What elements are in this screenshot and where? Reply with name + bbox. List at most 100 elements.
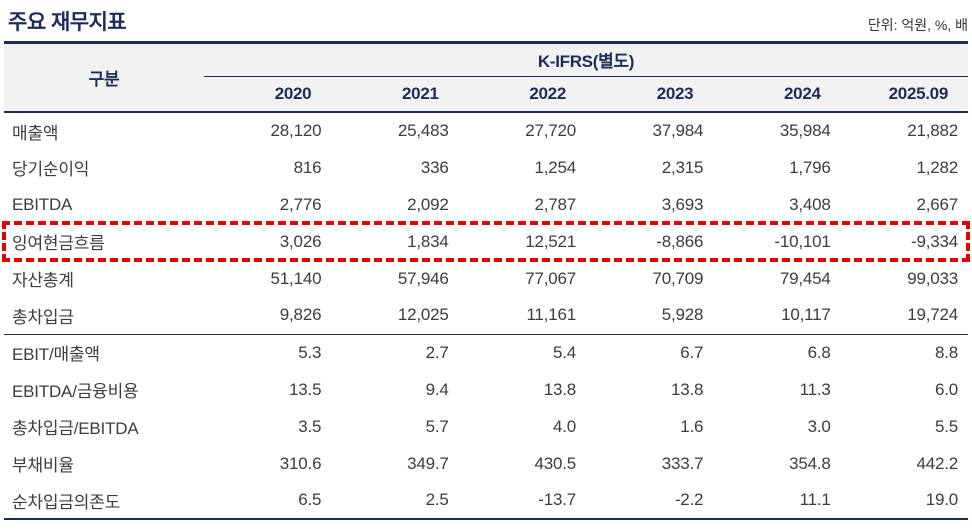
cell-value: 57,946 xyxy=(397,268,449,288)
row-net-borrowing-dependence: 순차입금의존도 6.5 2.5 -13.7 -2.2 11.1 19.0 xyxy=(4,482,968,520)
cell-value: 6.8 xyxy=(807,342,831,362)
cell-value: 11,161 xyxy=(458,297,586,335)
financial-table: 구분 K-IFRS(별도) 2020 2021 2022 2023 2024 2… xyxy=(2,44,970,520)
cell-value: 349.7 xyxy=(407,453,449,473)
cell-value: 5.7 xyxy=(425,416,449,436)
row-borrowings-to-ebitda: 총차입금/EBITDA 3.5 5.7 4.0 1.6 3.0 5.5 xyxy=(4,408,968,445)
cell-value: 442.2 xyxy=(916,453,958,473)
column-header-2021: 2021 xyxy=(331,76,459,113)
cell-value: 1,254 xyxy=(534,157,576,177)
cell-value: 27,720 xyxy=(525,121,576,140)
column-header-2025-09: 2025.09 xyxy=(840,76,968,113)
cell-value: 13.8 xyxy=(671,379,704,399)
cell-value: -13.7 xyxy=(458,482,586,520)
row-label: 총차입금/EBITDA xyxy=(12,419,139,438)
row-label: EBIT/매출액 xyxy=(12,345,100,365)
cell-value: 2,315 xyxy=(661,157,704,177)
cell-value: -8,866 xyxy=(656,231,704,251)
row-label: 잉여현금흐름 xyxy=(12,234,105,253)
cell-value: 35,984 xyxy=(779,121,831,140)
cell-value: 2,667 xyxy=(916,194,958,214)
cell-value: 2,787 xyxy=(534,194,576,214)
cell-value: 12,521 xyxy=(525,231,576,251)
column-header-2022: 2022 xyxy=(458,76,586,113)
title-bar: 주요 재무지표 단위: 억원, %, 배 xyxy=(4,0,968,41)
row-sales: 매출액 28,120 25,483 27,720 37,984 35,984 2… xyxy=(4,112,968,149)
row-label: 부채비율 xyxy=(12,456,74,475)
cell-value: -2.2 xyxy=(585,482,714,520)
year-header-row: 2020 2021 2022 2023 2024 2025.09 xyxy=(4,76,968,113)
cell-value: 77,067 xyxy=(525,268,576,288)
cell-value: 1,282 xyxy=(916,157,958,177)
cell-value: 3,026 xyxy=(279,231,322,251)
row-free-cash-flow-highlighted: 잉여현금흐름 3,026 1,834 12,521 -8,866 -10,101… xyxy=(2,221,970,262)
cell-value: 25,483 xyxy=(397,121,449,140)
row-label: EBITDA/금융비용 xyxy=(12,382,139,401)
cell-value: 333.7 xyxy=(661,453,704,473)
cell-value: 99,033 xyxy=(907,268,958,288)
column-header-2024: 2024 xyxy=(713,76,841,113)
cell-value: 354.8 xyxy=(789,453,831,473)
title-rule xyxy=(4,41,968,44)
cell-value: 2,092 xyxy=(407,194,449,214)
cell-value: 3,693 xyxy=(661,194,704,214)
row-ebit-to-sales: EBIT/매출액 5.3 2.7 5.4 6.7 6.8 8.8 xyxy=(4,334,968,371)
cell-value: 310.6 xyxy=(279,453,322,473)
cell-value: 4.0 xyxy=(552,416,576,436)
cell-value: 11.3 xyxy=(799,379,831,399)
cell-value: 5.5 xyxy=(934,416,958,436)
cell-value: 12,025 xyxy=(331,297,459,335)
cell-value: 13.8 xyxy=(543,379,576,399)
cell-value: 3.0 xyxy=(807,416,831,436)
row-debt-ratio: 부채비율 310.6 349.7 430.5 333.7 354.8 442.2 xyxy=(4,445,968,482)
cell-value: 3,408 xyxy=(789,194,831,214)
cell-value: 6.5 xyxy=(204,482,332,520)
cell-value: 336 xyxy=(420,157,449,177)
cell-value: 5.4 xyxy=(552,342,576,362)
unit-note: 단위: 억원, %, 배 xyxy=(867,17,968,33)
cell-value: 1,834 xyxy=(407,231,449,251)
cell-value: 10,117 xyxy=(713,297,841,335)
table-body: 매출액 28,120 25,483 27,720 37,984 35,984 2… xyxy=(2,112,970,520)
cell-value: 11.1 xyxy=(713,482,841,520)
row-ebitda-to-finance-cost: EBITDA/금융비용 13.5 9.4 13.8 13.8 11.3 6.0 xyxy=(4,371,968,408)
cell-value: 51,140 xyxy=(270,268,322,288)
cell-value: 2.5 xyxy=(331,482,459,520)
cell-value: 6.0 xyxy=(934,379,958,399)
table-header: 구분 K-IFRS(별도) 2020 2021 2022 2023 2024 2… xyxy=(4,44,968,113)
cell-value: 19.0 xyxy=(840,482,968,520)
column-header-category: 구분 xyxy=(4,44,204,113)
cell-value: 1,796 xyxy=(789,157,831,177)
row-label: 당기순이익 xyxy=(12,160,90,179)
row-label: 매출액 xyxy=(12,123,59,143)
cell-value: 5.3 xyxy=(298,342,322,362)
column-header-2023: 2023 xyxy=(585,76,714,113)
cell-value: 28,120 xyxy=(270,121,322,140)
cell-value: 3.5 xyxy=(298,416,322,436)
row-ebitda: EBITDA 2,776 2,092 2,787 3,693 3,408 2,6… xyxy=(4,186,968,223)
row-label: 순차입금의존도 xyxy=(4,482,204,520)
row-total-assets: 자산총계 51,140 57,946 77,067 70,709 79,454 … xyxy=(4,260,968,297)
cell-value: 6.7 xyxy=(680,342,704,362)
row-label: 총차입금 xyxy=(4,297,204,335)
cell-value: 1.6 xyxy=(680,416,704,436)
cell-value: -10,101 xyxy=(774,231,831,251)
cell-value: 21,882 xyxy=(907,121,958,140)
cell-value: 19,724 xyxy=(840,297,968,335)
cell-value: 9,826 xyxy=(204,297,332,335)
cell-value: 2.7 xyxy=(425,342,449,362)
cell-value: 70,709 xyxy=(652,268,704,288)
cell-value: 5,928 xyxy=(585,297,714,335)
column-header-2020: 2020 xyxy=(204,76,332,113)
cell-value: 37,984 xyxy=(652,121,704,140)
row-label: EBITDA xyxy=(12,194,73,214)
row-label: 자산총계 xyxy=(12,271,74,290)
cell-value: 816 xyxy=(293,157,322,177)
cell-value: 2,776 xyxy=(279,194,322,214)
row-total-borrowings: 총차입금 9,826 12,025 11,161 5,928 10,117 19… xyxy=(4,297,968,335)
cell-value: 430.5 xyxy=(534,453,576,473)
cell-value: 9.4 xyxy=(425,379,449,399)
cell-value: 8.8 xyxy=(934,342,958,362)
cell-value: -9,334 xyxy=(910,231,958,251)
